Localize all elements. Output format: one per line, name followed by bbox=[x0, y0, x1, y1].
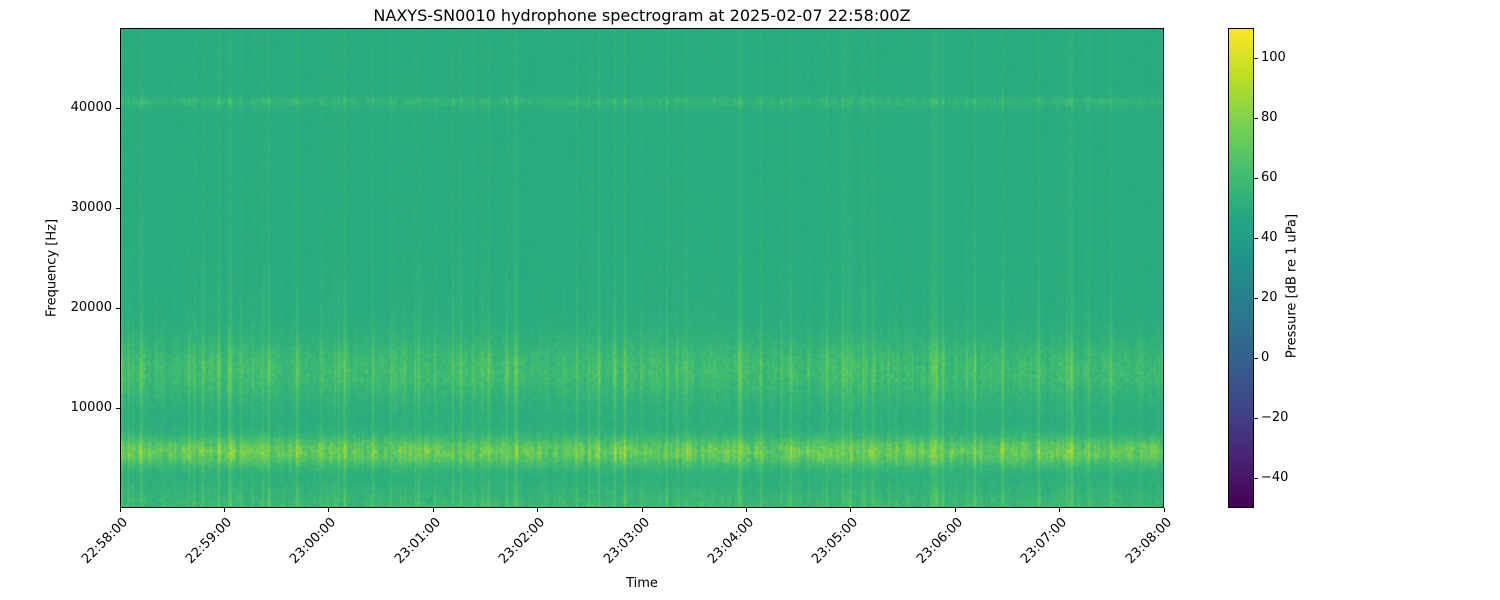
spectrogram-canvas bbox=[120, 28, 1164, 508]
colorbar-tick-mark bbox=[1254, 237, 1258, 239]
y-tick-label: 30000 bbox=[70, 200, 112, 215]
x-tick-label: 23:01:00 bbox=[391, 515, 444, 567]
x-tick-mark bbox=[850, 508, 852, 512]
colorbar-canvas bbox=[1228, 28, 1254, 508]
x-tick-mark bbox=[1059, 508, 1061, 512]
chart-title: NAXYS-SN0010 hydrophone spectrogram at 2… bbox=[373, 6, 911, 25]
x-tick-label: 23:04:00 bbox=[705, 515, 757, 567]
x-tick-mark bbox=[328, 508, 330, 512]
colorbar-tick-label: −20 bbox=[1261, 410, 1289, 425]
y-tick-label: 20000 bbox=[70, 300, 112, 315]
x-tick-label: 23:03:00 bbox=[600, 515, 653, 567]
colorbar-tick-label: 60 bbox=[1261, 170, 1278, 185]
y-tick-mark bbox=[116, 107, 120, 109]
colorbar-tick-mark bbox=[1254, 117, 1258, 119]
x-tick-label: 23:00:00 bbox=[287, 515, 340, 567]
x-tick-mark bbox=[537, 508, 539, 512]
colorbar-tick-label: 80 bbox=[1261, 110, 1278, 125]
x-axis-label: Time bbox=[626, 576, 658, 591]
colorbar-tick-label: 100 bbox=[1261, 50, 1286, 65]
x-tick-label: 22:59:00 bbox=[183, 515, 235, 567]
y-tick-label: 40000 bbox=[70, 100, 112, 115]
y-tick-mark bbox=[116, 207, 120, 209]
x-tick-label: 23:02:00 bbox=[496, 515, 549, 567]
y-tick-mark bbox=[116, 307, 120, 309]
colorbar-tick-label: 0 bbox=[1261, 350, 1270, 365]
colorbar-tick-label: 20 bbox=[1261, 290, 1278, 305]
x-tick-label: 23:08:00 bbox=[1122, 515, 1175, 567]
x-tick-label: 22:58:00 bbox=[78, 515, 131, 567]
colorbar-tick-mark bbox=[1254, 297, 1258, 299]
colorbar-label: Pressure [dB re 1 uPa] bbox=[1284, 213, 1300, 359]
x-tick-mark bbox=[1163, 508, 1165, 512]
colorbar-tick-mark bbox=[1254, 357, 1258, 359]
x-tick-mark bbox=[432, 508, 434, 512]
colorbar-tick-mark bbox=[1254, 477, 1258, 479]
x-tick-mark bbox=[119, 508, 121, 512]
x-tick-mark bbox=[223, 508, 225, 512]
y-tick-mark bbox=[116, 407, 120, 409]
x-tick-mark bbox=[745, 508, 747, 512]
y-tick-label: 10000 bbox=[70, 400, 112, 415]
colorbar-tick-mark bbox=[1254, 177, 1258, 179]
x-tick-label: 23:07:00 bbox=[1018, 515, 1071, 567]
x-tick-mark bbox=[954, 508, 956, 512]
colorbar-tick-mark bbox=[1254, 417, 1258, 419]
x-tick-label: 23:05:00 bbox=[809, 515, 862, 567]
colorbar-tick-label: −40 bbox=[1261, 470, 1289, 485]
colorbar-tick-mark bbox=[1254, 57, 1258, 59]
x-tick-label: 23:06:00 bbox=[913, 515, 966, 567]
colorbar-tick-label: 40 bbox=[1261, 230, 1278, 245]
x-tick-mark bbox=[641, 508, 643, 512]
